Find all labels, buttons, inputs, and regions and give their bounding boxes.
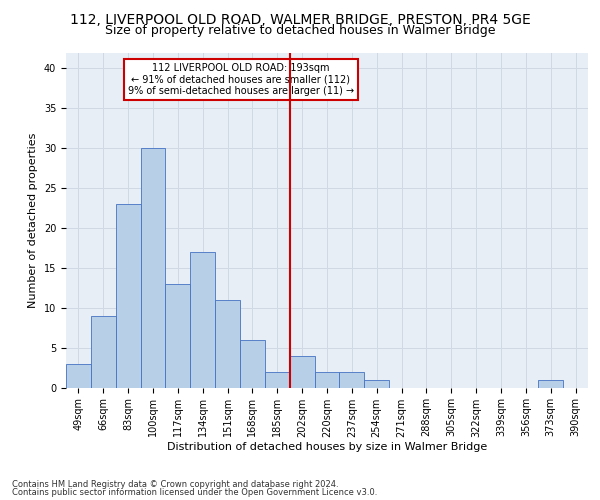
Bar (538, 380, 563, 388)
Y-axis label: Number of detached properties: Number of detached properties (28, 132, 38, 308)
Bar (340, 372, 364, 388)
Bar (190, 252, 215, 388)
Bar (215, 300, 240, 388)
Bar (140, 148, 166, 388)
Text: 112, LIVERPOOL OLD ROAD, WALMER BRIDGE, PRESTON, PR4 5GE: 112, LIVERPOOL OLD ROAD, WALMER BRIDGE, … (70, 12, 530, 26)
Text: Size of property relative to detached houses in Walmer Bridge: Size of property relative to detached ho… (105, 24, 495, 37)
Bar (314, 372, 340, 388)
Bar (240, 340, 265, 388)
Bar (91, 316, 116, 388)
Bar (116, 204, 140, 388)
Bar (66, 364, 91, 388)
Text: Contains public sector information licensed under the Open Government Licence v3: Contains public sector information licen… (12, 488, 377, 497)
X-axis label: Distribution of detached houses by size in Walmer Bridge: Distribution of detached houses by size … (167, 442, 487, 452)
Bar (265, 372, 290, 388)
Text: Contains HM Land Registry data © Crown copyright and database right 2024.: Contains HM Land Registry data © Crown c… (12, 480, 338, 489)
Bar (290, 356, 314, 388)
Bar (166, 284, 190, 388)
Text: 112 LIVERPOOL OLD ROAD: 193sqm
← 91% of detached houses are smaller (112)
9% of : 112 LIVERPOOL OLD ROAD: 193sqm ← 91% of … (128, 62, 354, 96)
Bar (364, 380, 389, 388)
